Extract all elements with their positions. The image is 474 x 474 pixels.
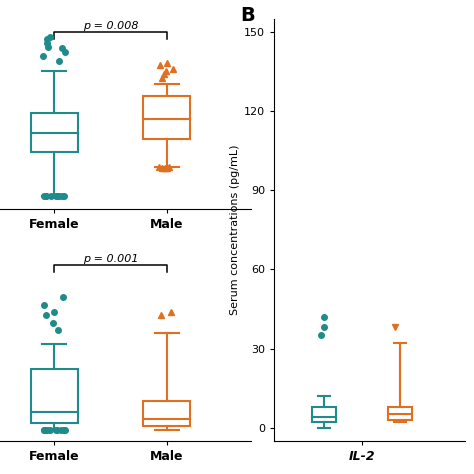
Bar [143,401,191,427]
Bar [388,407,412,419]
Y-axis label: Serum concentrations (pg/mL): Serum concentrations (pg/mL) [230,145,240,315]
Text: p = 0.008: p = 0.008 [83,21,138,31]
Bar [31,113,78,152]
Text: p = 0.001: p = 0.001 [83,254,138,264]
Text: B: B [240,6,255,25]
Bar [31,369,78,423]
Bar [311,407,336,422]
Bar [143,96,191,139]
